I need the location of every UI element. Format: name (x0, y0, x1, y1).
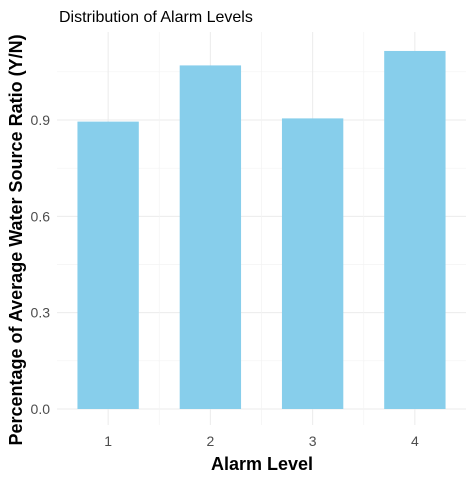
y-axis-ticks: 0.0 0.3 0.6 0.9 (31, 112, 51, 417)
x-axis-ticks: 1 2 3 4 (104, 433, 419, 449)
y-tick-label: 0.3 (31, 305, 51, 321)
chart-title: Distribution of Alarm Levels (59, 9, 253, 26)
y-tick-label: 0.6 (31, 208, 51, 224)
x-tick-label: 3 (309, 433, 317, 449)
bar-4 (384, 50, 446, 409)
y-tick-label: 0.0 (31, 401, 51, 417)
bar-1 (77, 121, 139, 409)
x-tick-label: 1 (104, 433, 112, 449)
bar-2 (179, 65, 242, 410)
x-axis-title: Alarm Level (211, 454, 313, 474)
x-tick-label: 4 (411, 433, 419, 449)
y-tick-label: 0.9 (31, 112, 51, 128)
y-axis-title: Percentage of Average Water Source Ratio… (6, 34, 26, 445)
bars (77, 50, 446, 410)
bar-3 (281, 118, 344, 410)
x-tick-label: 2 (206, 433, 214, 449)
